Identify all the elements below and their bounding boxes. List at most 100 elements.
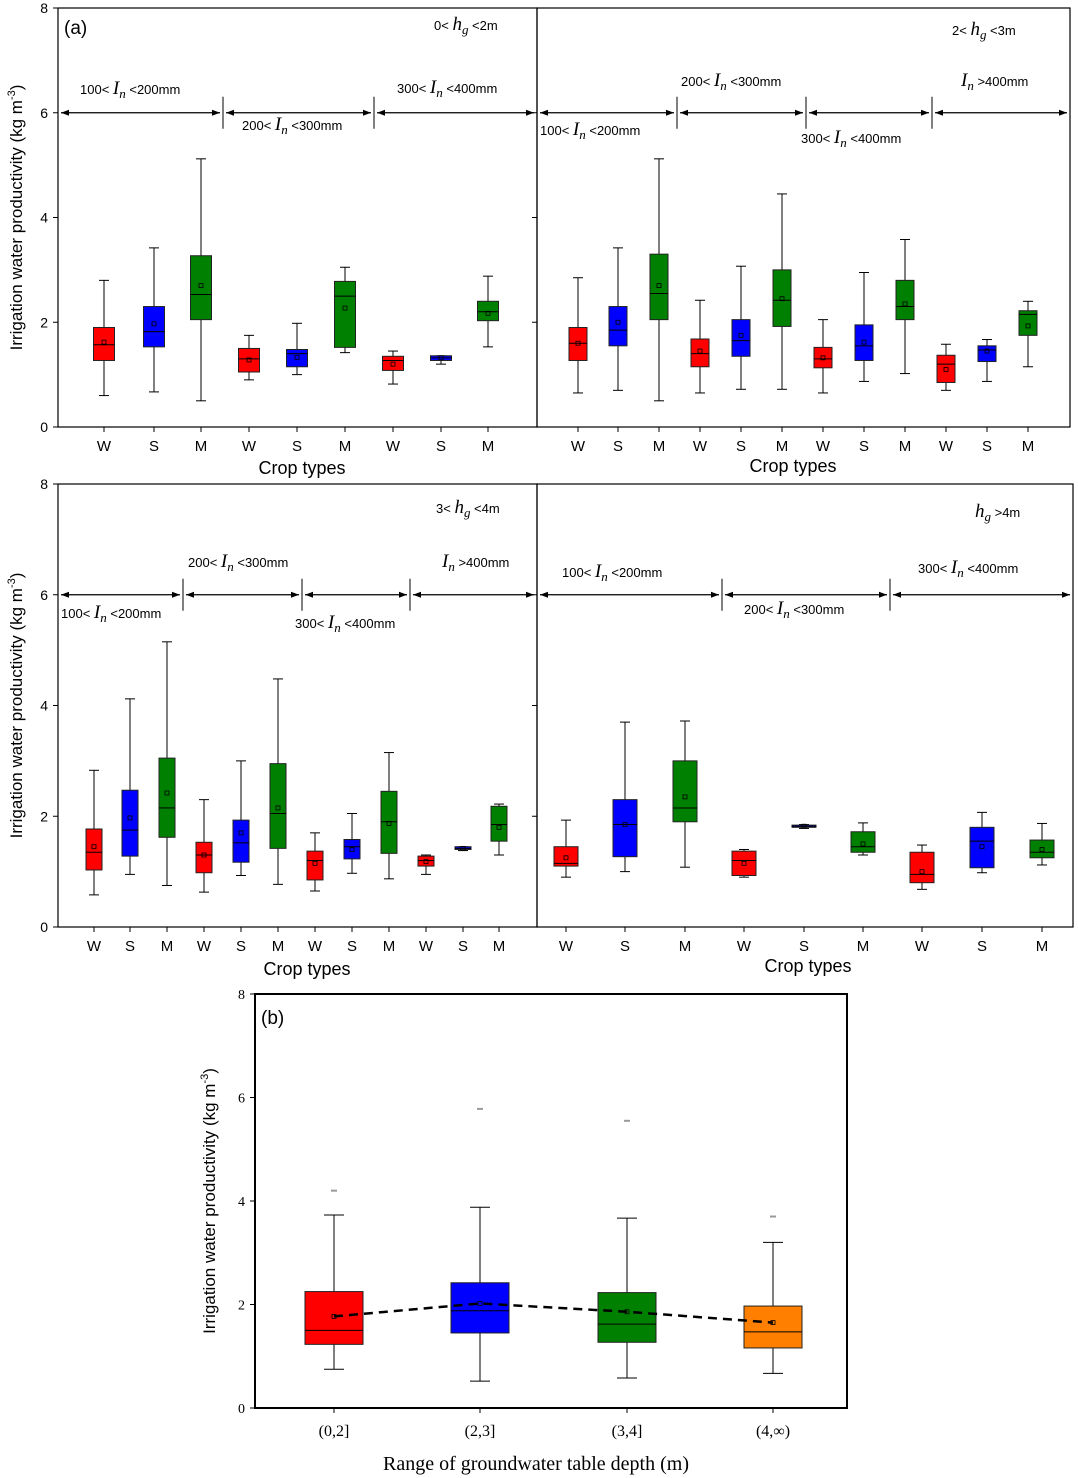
range-upper: >4m bbox=[991, 505, 1020, 520]
x-tick-label: M bbox=[339, 438, 352, 455]
range-subscript: n bbox=[957, 565, 964, 580]
range-variable: h bbox=[975, 501, 985, 522]
box-M bbox=[490, 803, 508, 856]
mean-marker bbox=[91, 844, 97, 850]
mean-marker bbox=[127, 815, 133, 821]
box-iqr bbox=[450, 1282, 510, 1334]
arrow-left-icon bbox=[540, 591, 548, 598]
mean-marker bbox=[198, 283, 204, 288]
range-variable: I bbox=[572, 119, 581, 140]
box-S bbox=[121, 698, 139, 875]
box-iqr bbox=[304, 1291, 364, 1345]
box-S bbox=[977, 339, 997, 382]
box-iqr bbox=[969, 826, 995, 869]
box-W bbox=[568, 277, 588, 394]
x-tick-label: (0,2] bbox=[319, 1423, 350, 1440]
irrigation-range-label: 300< In <400mm bbox=[295, 612, 395, 635]
range-upper: <3m bbox=[986, 23, 1015, 38]
box-(0,2] bbox=[304, 1189, 364, 1370]
x-tick-label: (3,4] bbox=[612, 1423, 643, 1440]
range-subscript: n bbox=[227, 559, 234, 574]
box-iqr bbox=[672, 760, 698, 823]
range-upper: >400mm bbox=[974, 74, 1029, 89]
range-subscript: n bbox=[783, 606, 790, 621]
mean-marker bbox=[741, 860, 747, 866]
range-upper: <400mm bbox=[443, 81, 498, 96]
arrow-left-icon bbox=[725, 591, 733, 598]
range-upper: <200mm bbox=[107, 606, 162, 621]
box-S bbox=[612, 721, 638, 873]
panel-label: (b) bbox=[261, 1008, 284, 1029]
box-iqr bbox=[977, 345, 997, 363]
range-lower: 300< bbox=[801, 131, 834, 146]
x-tick-label: M bbox=[1022, 438, 1035, 455]
mean-marker bbox=[386, 821, 392, 826]
box-iqr bbox=[195, 841, 213, 874]
x-tick-label: W bbox=[419, 938, 434, 955]
box-W bbox=[238, 334, 260, 381]
x-tick-label: W bbox=[816, 438, 831, 455]
x-tick-label: (4,∞) bbox=[756, 1423, 790, 1440]
x-tick-label: W bbox=[571, 438, 586, 455]
groundwater-depth-label: 0< hg <2m bbox=[434, 14, 498, 37]
arrow-right-icon bbox=[795, 109, 803, 116]
arrow-right-icon bbox=[172, 591, 180, 598]
box-iqr bbox=[936, 354, 956, 383]
range-upper: <300mm bbox=[288, 118, 343, 133]
arrow-right-icon bbox=[526, 591, 534, 598]
mean-marker bbox=[984, 348, 990, 354]
box-iqr bbox=[649, 253, 669, 321]
range-upper: <400mm bbox=[847, 131, 902, 146]
arrow-left-icon bbox=[61, 591, 69, 598]
box-iqr bbox=[568, 326, 588, 361]
x-axis-label: Crop types bbox=[263, 959, 350, 979]
range-upper: <200mm bbox=[586, 123, 641, 138]
box-iqr bbox=[597, 1292, 657, 1343]
range-subscript: g bbox=[462, 22, 469, 37]
mean-marker bbox=[485, 310, 491, 316]
irrigation-range-label: 200< In <300mm bbox=[681, 70, 781, 93]
range-variable: I bbox=[274, 114, 283, 135]
box-W bbox=[813, 319, 833, 394]
box-(4,∞) bbox=[743, 1215, 803, 1374]
x-tick-label: M bbox=[482, 438, 495, 455]
range-lower: 300< bbox=[295, 616, 328, 631]
range-lower: 200< bbox=[188, 555, 221, 570]
y-axis-label-close: ) bbox=[200, 1068, 219, 1074]
range-subscript: n bbox=[579, 127, 586, 142]
range-subscript: g bbox=[985, 509, 992, 524]
range-lower: 100< bbox=[562, 565, 595, 580]
mean-marker bbox=[919, 869, 925, 875]
mean-marker bbox=[820, 355, 826, 361]
range-lower: 100< bbox=[80, 82, 113, 97]
x-tick-label: M bbox=[493, 938, 506, 955]
box-S bbox=[286, 322, 308, 376]
box-M bbox=[380, 752, 398, 880]
range-variable: I bbox=[327, 612, 336, 633]
box-W bbox=[553, 819, 579, 878]
range-lower: 300< bbox=[918, 561, 951, 576]
mean-marker bbox=[979, 844, 985, 850]
box-iqr bbox=[772, 269, 792, 327]
range-subscript: n bbox=[601, 569, 608, 584]
y-axis-label-close: ) bbox=[7, 85, 26, 91]
x-tick-label: S bbox=[149, 438, 159, 455]
mean-trend-line bbox=[333, 1302, 774, 1324]
box-iqr bbox=[380, 790, 398, 854]
box-S bbox=[143, 247, 165, 393]
mean-marker bbox=[101, 339, 107, 345]
arrow-left-icon bbox=[377, 109, 385, 116]
mean-marker bbox=[460, 845, 466, 851]
arrow-left-icon bbox=[809, 109, 817, 116]
box-iqr bbox=[1029, 839, 1055, 859]
arrow-left-icon bbox=[680, 109, 688, 116]
range-lower: 200< bbox=[242, 118, 275, 133]
x-tick-label: W bbox=[87, 938, 102, 955]
box-iqr bbox=[382, 355, 404, 371]
range-variable: I bbox=[833, 127, 842, 148]
mean-marker bbox=[682, 794, 688, 800]
box-iqr bbox=[553, 846, 579, 867]
x-tick-label: S bbox=[436, 438, 446, 455]
mean-marker bbox=[342, 305, 348, 311]
